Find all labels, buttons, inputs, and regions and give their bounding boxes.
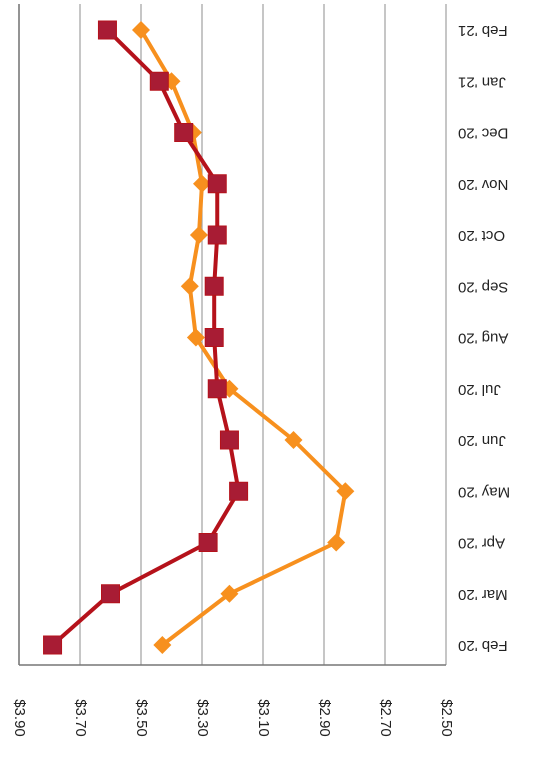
x-tick-label: Jul '20 (458, 381, 501, 398)
marker (204, 328, 224, 347)
y-tick-label: $3.30 (194, 699, 211, 737)
marker (207, 225, 227, 245)
marker (101, 584, 120, 604)
x-tick-label: Feb '20 (458, 637, 508, 654)
y-tick-label: $2.90 (316, 699, 333, 737)
y-tick-label: $3.50 (133, 699, 150, 737)
x-tick-label: Aug '20 (458, 330, 508, 347)
x-tick-label: Oct '20 (458, 227, 505, 244)
y-tick-label: $3.10 (255, 699, 272, 737)
marker (336, 482, 355, 501)
x-tick-label: Mar '20 (458, 586, 508, 603)
marker (327, 533, 346, 552)
marker (180, 277, 199, 296)
marker (189, 226, 208, 244)
marker (193, 174, 211, 193)
x-tick-label: May '20 (458, 483, 510, 500)
x-tick-label: Apr '20 (458, 535, 505, 552)
marker (198, 533, 218, 552)
marker (204, 276, 224, 296)
marker (186, 328, 205, 347)
y-tick-label: $2.50 (438, 699, 455, 737)
marker (284, 431, 303, 449)
marker (97, 20, 117, 40)
x-tick-label: Feb '21 (458, 22, 508, 39)
marker (132, 21, 150, 39)
x-tick-label: Jan '21 (458, 73, 506, 90)
marker (174, 123, 194, 142)
series-line (139, 28, 348, 647)
marker (207, 379, 227, 399)
y-tick-label: $3.90 (11, 699, 28, 737)
x-tick-label: Nov '20 (458, 176, 508, 193)
marker (43, 635, 63, 655)
marker (153, 636, 172, 654)
y-tick-label: $3.70 (72, 699, 89, 737)
marker (207, 174, 227, 194)
x-tick-label: Jun '20 (458, 432, 506, 449)
y-tick-label: $2.70 (377, 699, 394, 737)
x-tick-label: Sep '20 (458, 278, 508, 295)
marker (149, 71, 169, 91)
marker (229, 481, 249, 501)
marker (220, 584, 239, 603)
marker (219, 430, 239, 450)
x-tick-label: Dec '20 (458, 125, 508, 142)
